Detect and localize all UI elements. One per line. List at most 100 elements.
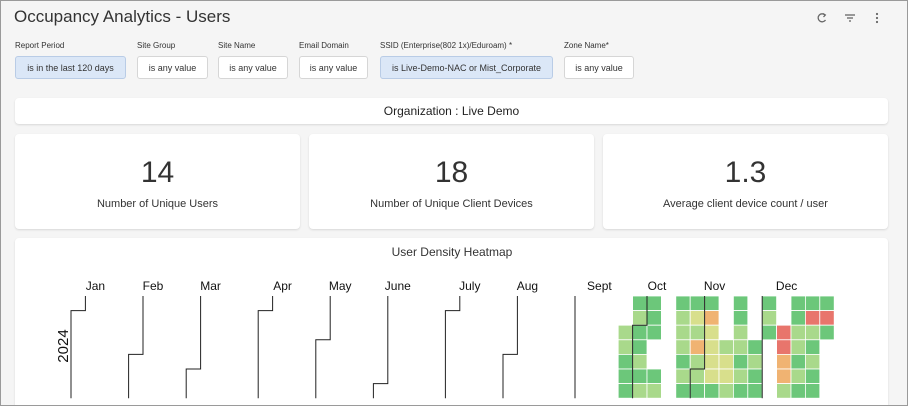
heatmap-cell bbox=[748, 340, 762, 355]
toolbar-icons bbox=[809, 7, 889, 29]
month-label: Nov bbox=[704, 279, 725, 293]
heatmap-cell bbox=[690, 311, 704, 326]
heatmap-cell bbox=[805, 311, 819, 326]
heatmap-cell bbox=[791, 369, 805, 384]
filter-label: Zone Name* bbox=[564, 41, 609, 50]
year-label: 2024 bbox=[55, 329, 72, 362]
heatmap-cell bbox=[719, 369, 733, 384]
heatmap-cell bbox=[733, 325, 747, 340]
heatmap-cell bbox=[618, 354, 632, 369]
filter-label: Site Name bbox=[218, 41, 255, 50]
heatmap-cell bbox=[762, 325, 776, 340]
kpi-card: 18 Number of Unique Client Devices bbox=[309, 134, 594, 229]
kpi-label: Number of Unique Users bbox=[15, 198, 300, 210]
heatmap-cell bbox=[748, 384, 762, 399]
heatmap-cell bbox=[820, 296, 834, 311]
heatmap-cell bbox=[647, 311, 661, 326]
heatmap-panel: User Density Heatmap 2024 JanFebMarAprMa… bbox=[15, 238, 888, 406]
heatmap-cell bbox=[719, 340, 733, 355]
month-label: Mar bbox=[200, 279, 221, 293]
heatmap-cell bbox=[676, 384, 690, 399]
heatmap-cell bbox=[733, 384, 747, 399]
heatmap-cell bbox=[676, 340, 690, 355]
kpi-value: 18 bbox=[309, 156, 594, 190]
heatmap-cell bbox=[777, 325, 791, 340]
heatmap-cell bbox=[777, 369, 791, 384]
heatmap-cell bbox=[647, 296, 661, 311]
heatmap-cell bbox=[705, 325, 719, 340]
kpi-value: 1.3 bbox=[603, 156, 888, 190]
heatmap-cell bbox=[633, 354, 647, 369]
filter-label: Email Domain bbox=[299, 41, 349, 50]
heatmap-cell bbox=[791, 384, 805, 399]
heatmap-cell bbox=[633, 325, 647, 340]
month-label: Sept bbox=[587, 279, 612, 293]
heatmap-cell bbox=[791, 325, 805, 340]
heatmap-cell bbox=[733, 369, 747, 384]
heatmap-cell bbox=[676, 369, 690, 384]
heatmap-cell bbox=[805, 296, 819, 311]
heatmap-cell bbox=[719, 384, 733, 399]
month-label: Oct bbox=[648, 279, 667, 293]
heatmap-cell bbox=[791, 311, 805, 326]
filter-value[interactable]: is any value bbox=[299, 56, 368, 79]
heatmap-cell bbox=[705, 296, 719, 311]
heatmap-cell bbox=[791, 296, 805, 311]
heatmap-cell bbox=[690, 296, 704, 311]
filter-value[interactable]: is Live-Demo-NAC or Mist_Corporate bbox=[380, 56, 553, 79]
heatmap-cell bbox=[618, 369, 632, 384]
more-icon[interactable] bbox=[876, 13, 878, 23]
heatmap-cell bbox=[805, 325, 819, 340]
month-boundary bbox=[186, 296, 200, 398]
heatmap-cell bbox=[633, 340, 647, 355]
heatmap-cell bbox=[676, 296, 690, 311]
heatmap-cell bbox=[705, 311, 719, 326]
heatmap-cell bbox=[762, 311, 776, 326]
page-title: Occupancy Analytics - Users bbox=[14, 7, 230, 27]
heatmap-cell bbox=[633, 311, 647, 326]
month-label: June bbox=[385, 279, 411, 293]
heatmap-cell bbox=[777, 340, 791, 355]
heatmap-cell bbox=[733, 296, 747, 311]
kpi-card: 1.3Average client device count / user bbox=[603, 134, 888, 229]
filter-label: SSID (Enterprise(802 1x)/Eduroam) * bbox=[380, 41, 512, 50]
heatmap-cell bbox=[805, 384, 819, 399]
heatmap-cell bbox=[805, 354, 819, 369]
heatmap-cell bbox=[676, 311, 690, 326]
filter-value[interactable]: is in the last 120 days bbox=[15, 56, 126, 79]
heatmap-cell bbox=[705, 384, 719, 399]
heatmap-cell bbox=[733, 311, 747, 326]
heatmap-cell bbox=[633, 384, 647, 399]
heatmap-cell bbox=[618, 384, 632, 399]
heatmap-cell bbox=[690, 384, 704, 399]
month-boundary bbox=[258, 296, 272, 398]
heatmap-cell bbox=[647, 369, 661, 384]
heatmap-cell bbox=[690, 354, 704, 369]
heatmap-cell bbox=[705, 369, 719, 384]
filter-value[interactable]: is any value bbox=[564, 56, 634, 79]
filter-value[interactable]: is any value bbox=[218, 56, 288, 79]
filter-icon[interactable] bbox=[845, 15, 855, 21]
heatmap-cell bbox=[618, 325, 632, 340]
heatmap-cell bbox=[805, 340, 819, 355]
heatmap-cell bbox=[690, 369, 704, 384]
month-label: Feb bbox=[143, 279, 164, 293]
heatmap: User Density Heatmap 2024 JanFebMarAprMa… bbox=[15, 238, 888, 406]
heatmap-cell bbox=[633, 296, 647, 311]
month-label: Jan bbox=[86, 279, 105, 293]
heatmap-cell bbox=[820, 325, 834, 340]
filter-value[interactable]: is any value bbox=[137, 56, 208, 79]
refresh-icon[interactable] bbox=[818, 14, 825, 22]
heatmap-cell bbox=[705, 340, 719, 355]
heatmap-cell bbox=[719, 354, 733, 369]
month-label: Apr bbox=[273, 279, 292, 293]
heatmap-cell bbox=[791, 340, 805, 355]
kpi-card: 14Number of Unique Users bbox=[15, 134, 300, 229]
month-boundary bbox=[71, 296, 85, 398]
heatmap-title: User Density Heatmap bbox=[392, 245, 513, 259]
kpi-label: Number of Unique Client Devices bbox=[309, 198, 594, 210]
heatmap-cell bbox=[820, 311, 834, 326]
heatmap-cell bbox=[748, 369, 762, 384]
